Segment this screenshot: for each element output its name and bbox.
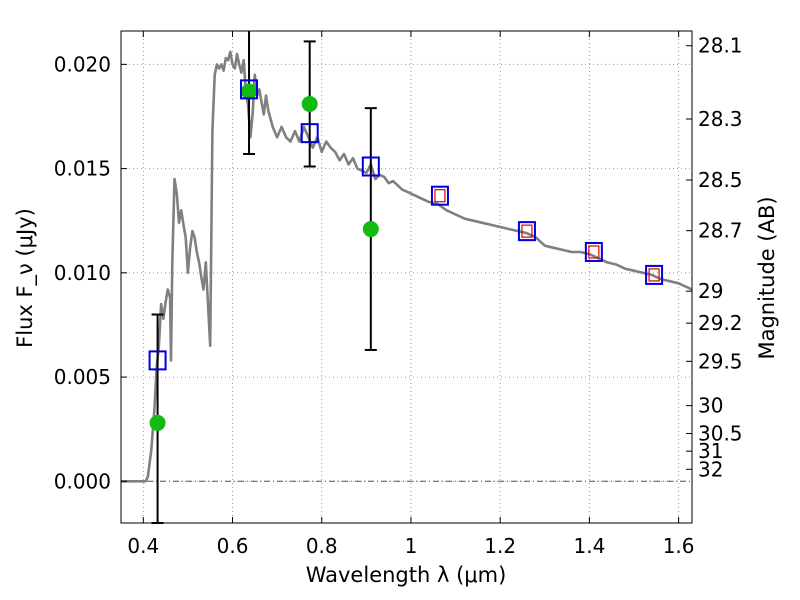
- y-tick-label: 0.015: [54, 157, 111, 181]
- magnitude-tick-label: 28.1: [698, 34, 743, 58]
- y-tick-label: 0.005: [54, 365, 111, 389]
- model-flux-point: [588, 245, 600, 259]
- magnitude-tick-label: 31: [698, 439, 723, 463]
- model-points: [434, 189, 660, 282]
- observed-flux-point: [149, 414, 166, 431]
- model-flux-box: [430, 185, 449, 206]
- observed-flux-point: [362, 221, 379, 238]
- y-tick-labels: 0.000 0.005 0.010 0.015 0.020: [54, 52, 111, 493]
- x-tick-labels: 0.4 0.6 0.8 1 1.2 1.4 1.6: [127, 534, 694, 558]
- model-spectrum-line: [121, 50, 693, 483]
- magnitude-tick-label: 30: [698, 394, 723, 418]
- magnitude-axis-title: Magnitude (AB): [755, 196, 779, 359]
- magnitude-tick-label: 28.7: [698, 219, 743, 243]
- model-flux-box: [517, 221, 536, 242]
- y-tick-label: 0.000: [54, 469, 111, 493]
- magnitude-tick-label: 29.2: [698, 311, 743, 335]
- x-tick-label: 1: [405, 534, 418, 558]
- model-flux-box: [361, 156, 380, 177]
- magnitude-tick-label: 32: [698, 457, 723, 481]
- x-tick-label: 0.6: [217, 534, 249, 558]
- x-tick-label: 1.6: [663, 534, 695, 558]
- model-flux-box: [300, 123, 319, 144]
- model-boxes: [148, 79, 664, 371]
- model-flux-point: [648, 268, 660, 282]
- model-spectrum: [121, 50, 693, 483]
- x-tick-label: 0.4: [127, 534, 159, 558]
- model-flux-box: [645, 264, 664, 285]
- y-axis-title: Flux F_ν (μJy): [13, 208, 38, 348]
- magnitude-tick-label: 30.5: [698, 422, 743, 446]
- model-flux-box: [584, 241, 603, 262]
- magnitude-tick-label: 29: [698, 279, 723, 303]
- observed-flux-point: [241, 83, 258, 100]
- plot-frame: [120, 30, 693, 524]
- axis-ticks: [121, 31, 692, 523]
- model-flux-box: [240, 79, 259, 100]
- magnitude-tick-label: 28.3: [698, 107, 743, 131]
- x-tick-label: 1.2: [484, 534, 516, 558]
- model-flux-box: [148, 350, 167, 371]
- x-tick-label: 0.8: [306, 534, 338, 558]
- x-tick-label: 1.4: [573, 534, 605, 558]
- model-flux-point: [521, 224, 533, 238]
- y-tick-label: 0.020: [54, 52, 111, 76]
- x-axis-title: Wavelength λ (μm): [306, 563, 507, 587]
- magnitude-tick-label: 28.5: [698, 168, 743, 192]
- observed-flux-point: [301, 95, 318, 112]
- magnitude-tick-label: 29.5: [698, 349, 743, 373]
- model-flux-point: [434, 189, 446, 203]
- y-tick-label: 0.010: [54, 261, 111, 285]
